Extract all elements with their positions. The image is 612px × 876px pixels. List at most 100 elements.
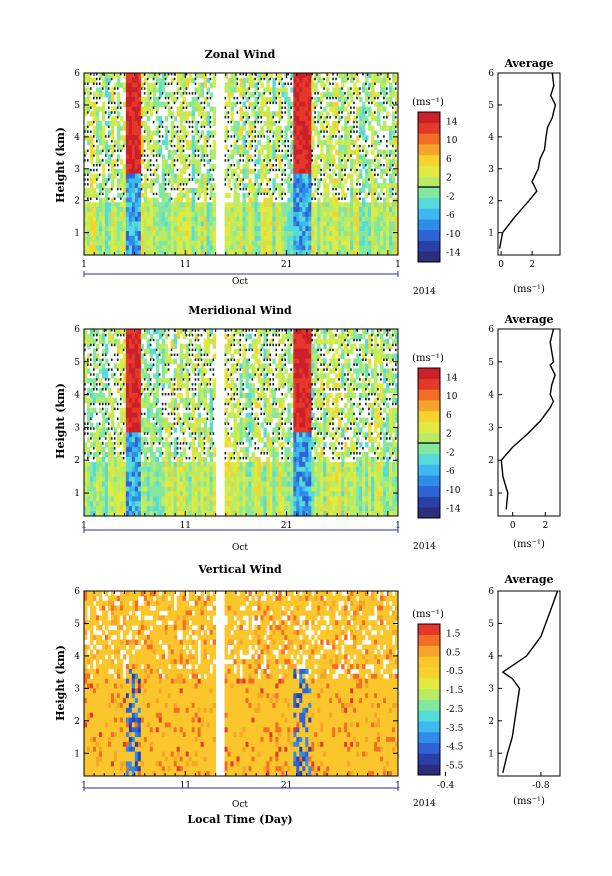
heatmap-cell xyxy=(377,221,381,227)
heatmap-speckle xyxy=(278,168,281,172)
heatmap-cell xyxy=(164,144,169,151)
heatmap-cell xyxy=(311,216,315,222)
heatmap-cell xyxy=(227,235,231,242)
heatmap-cell xyxy=(92,216,97,222)
heatmap-speckle xyxy=(194,407,197,411)
heatmap-cell xyxy=(212,192,216,198)
heatmap-speckle xyxy=(152,149,155,153)
heatmap-cell xyxy=(179,240,184,246)
heatmap-cell xyxy=(119,348,124,354)
heatmap-cell xyxy=(371,149,375,155)
heatmap-cell xyxy=(95,481,100,487)
heatmap-cell xyxy=(140,250,145,256)
heatmap-speckle xyxy=(84,130,86,133)
heatmap-cell xyxy=(149,437,154,443)
heatmap-cell xyxy=(350,183,354,189)
heatmap-cell xyxy=(305,202,309,208)
heatmap-cell xyxy=(149,432,154,438)
heatmap-speckle xyxy=(152,173,155,176)
heatmap-speckle xyxy=(182,442,185,445)
heatmap-cell xyxy=(131,402,136,409)
heatmap-cell xyxy=(122,447,127,453)
heatmap-cell xyxy=(113,173,118,179)
heatmap-cell xyxy=(329,130,333,136)
heatmap-cell xyxy=(344,135,348,141)
heatmap-cell xyxy=(119,466,124,473)
heatmap-cell xyxy=(254,96,258,103)
heatmap-cell xyxy=(125,87,130,93)
heatmap-speckle xyxy=(101,402,104,406)
heatmap-cell xyxy=(116,240,121,246)
heatmap-speckle xyxy=(89,358,92,361)
heatmap-cell xyxy=(95,447,100,453)
heatmap-cell xyxy=(119,486,124,492)
heatmap-cell xyxy=(311,168,315,174)
heatmap-cell xyxy=(122,407,127,414)
heatmap-cell xyxy=(131,461,136,468)
heatmap-speckle xyxy=(356,116,358,119)
heatmap-cell xyxy=(92,192,97,198)
heatmap-cell xyxy=(107,240,112,246)
heatmap-speckle xyxy=(263,92,266,95)
heatmap-cell xyxy=(185,343,190,350)
heatmap-speckle xyxy=(326,130,328,133)
heatmap-speckle xyxy=(203,106,206,109)
heatmap-cell xyxy=(329,149,333,155)
heatmap-cell xyxy=(131,211,136,218)
heatmap-cell xyxy=(200,149,205,155)
heatmap-cell xyxy=(92,106,97,112)
heatmap-cell xyxy=(278,226,282,232)
heatmap-cell xyxy=(389,96,393,103)
heatmap-cell xyxy=(212,211,216,218)
heatmap-cell xyxy=(125,92,130,98)
heatmap-cell xyxy=(323,140,327,146)
heatmap-cell xyxy=(188,111,193,117)
heatmap-cell xyxy=(89,77,94,83)
heatmap-cell xyxy=(84,363,88,369)
heatmap-cell xyxy=(308,111,312,117)
heatmap-cell xyxy=(134,388,139,394)
heatmap-cell xyxy=(191,77,196,83)
heatmap-cell xyxy=(125,111,130,117)
heatmap-cell xyxy=(278,183,282,189)
heatmap-cell xyxy=(107,397,112,404)
heatmap-cell xyxy=(185,501,190,507)
heatmap-cell xyxy=(146,87,151,93)
heatmap-cell xyxy=(203,245,208,251)
heatmap-cell xyxy=(347,130,351,136)
heatmap-cell xyxy=(143,173,148,179)
heatmap-cell xyxy=(350,73,354,79)
heatmap-cell xyxy=(209,417,213,423)
heatmap-cell xyxy=(92,207,97,213)
heatmap-cell xyxy=(185,496,190,502)
heatmap-speckle xyxy=(149,168,152,172)
heatmap-cell xyxy=(296,82,300,88)
heatmap-cell xyxy=(260,96,264,103)
colorbar-tick-label: 10 xyxy=(446,136,458,146)
heatmap-speckle xyxy=(143,130,146,133)
heatmap-cell xyxy=(101,486,106,492)
heatmap-cell xyxy=(206,378,210,384)
heatmap-cell xyxy=(392,221,396,227)
heatmap-cell xyxy=(257,173,261,179)
heatmap-speckle xyxy=(341,159,343,162)
heatmap-cell xyxy=(128,226,133,232)
heatmap-cell xyxy=(212,164,216,170)
heatmap-cell xyxy=(200,235,205,242)
heatmap-cell xyxy=(140,226,145,232)
heatmap-speckle xyxy=(89,383,92,386)
heatmap-speckle xyxy=(278,149,281,153)
heatmap-cell xyxy=(143,461,148,468)
heatmap-cell xyxy=(350,149,354,155)
heatmap-cell xyxy=(95,452,100,458)
heatmap-cell xyxy=(317,197,321,203)
heatmap-cell xyxy=(143,447,148,453)
heatmap-cell xyxy=(194,363,199,369)
heatmap-cell xyxy=(140,422,145,428)
heatmap-cell xyxy=(188,235,193,242)
heatmap-cell xyxy=(137,486,142,492)
heatmap-cell xyxy=(203,461,208,468)
heatmap-cell xyxy=(128,192,133,198)
heatmap-cell xyxy=(104,486,109,492)
heatmap-cell xyxy=(260,73,264,79)
